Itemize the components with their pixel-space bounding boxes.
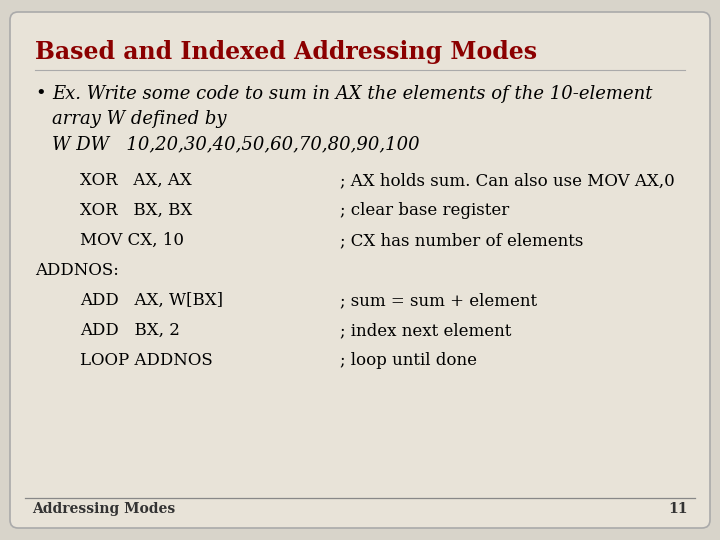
Text: array W defined by: array W defined by xyxy=(52,110,227,128)
Text: ; CX has number of elements: ; CX has number of elements xyxy=(340,232,583,249)
Text: Based and Indexed Addressing Modes: Based and Indexed Addressing Modes xyxy=(35,40,537,64)
Text: MOV CX, 10: MOV CX, 10 xyxy=(80,232,184,249)
Text: ; AX holds sum. Can also use MOV AX,0: ; AX holds sum. Can also use MOV AX,0 xyxy=(340,172,675,189)
Text: XOR   BX, BX: XOR BX, BX xyxy=(80,202,192,219)
Text: ; sum = sum + element: ; sum = sum + element xyxy=(340,292,537,309)
Text: •: • xyxy=(35,85,45,103)
Text: 11: 11 xyxy=(668,502,688,516)
Text: Addressing Modes: Addressing Modes xyxy=(32,502,175,516)
Text: ADD   BX, 2: ADD BX, 2 xyxy=(80,322,180,339)
Text: ADD   AX, W[BX]: ADD AX, W[BX] xyxy=(80,292,223,309)
Text: ; clear base register: ; clear base register xyxy=(340,202,509,219)
Text: ; loop until done: ; loop until done xyxy=(340,352,477,369)
Text: ADDNOS:: ADDNOS: xyxy=(35,262,119,279)
Text: LOOP ADDNOS: LOOP ADDNOS xyxy=(80,352,212,369)
FancyBboxPatch shape xyxy=(10,12,710,528)
Text: XOR   AX, AX: XOR AX, AX xyxy=(80,172,192,189)
Text: W DW   10,20,30,40,50,60,70,80,90,100: W DW 10,20,30,40,50,60,70,80,90,100 xyxy=(52,135,420,153)
Text: Ex. Write some code to sum in AX the elements of the 10-element: Ex. Write some code to sum in AX the ele… xyxy=(52,85,652,103)
Text: ; index next element: ; index next element xyxy=(340,322,511,339)
